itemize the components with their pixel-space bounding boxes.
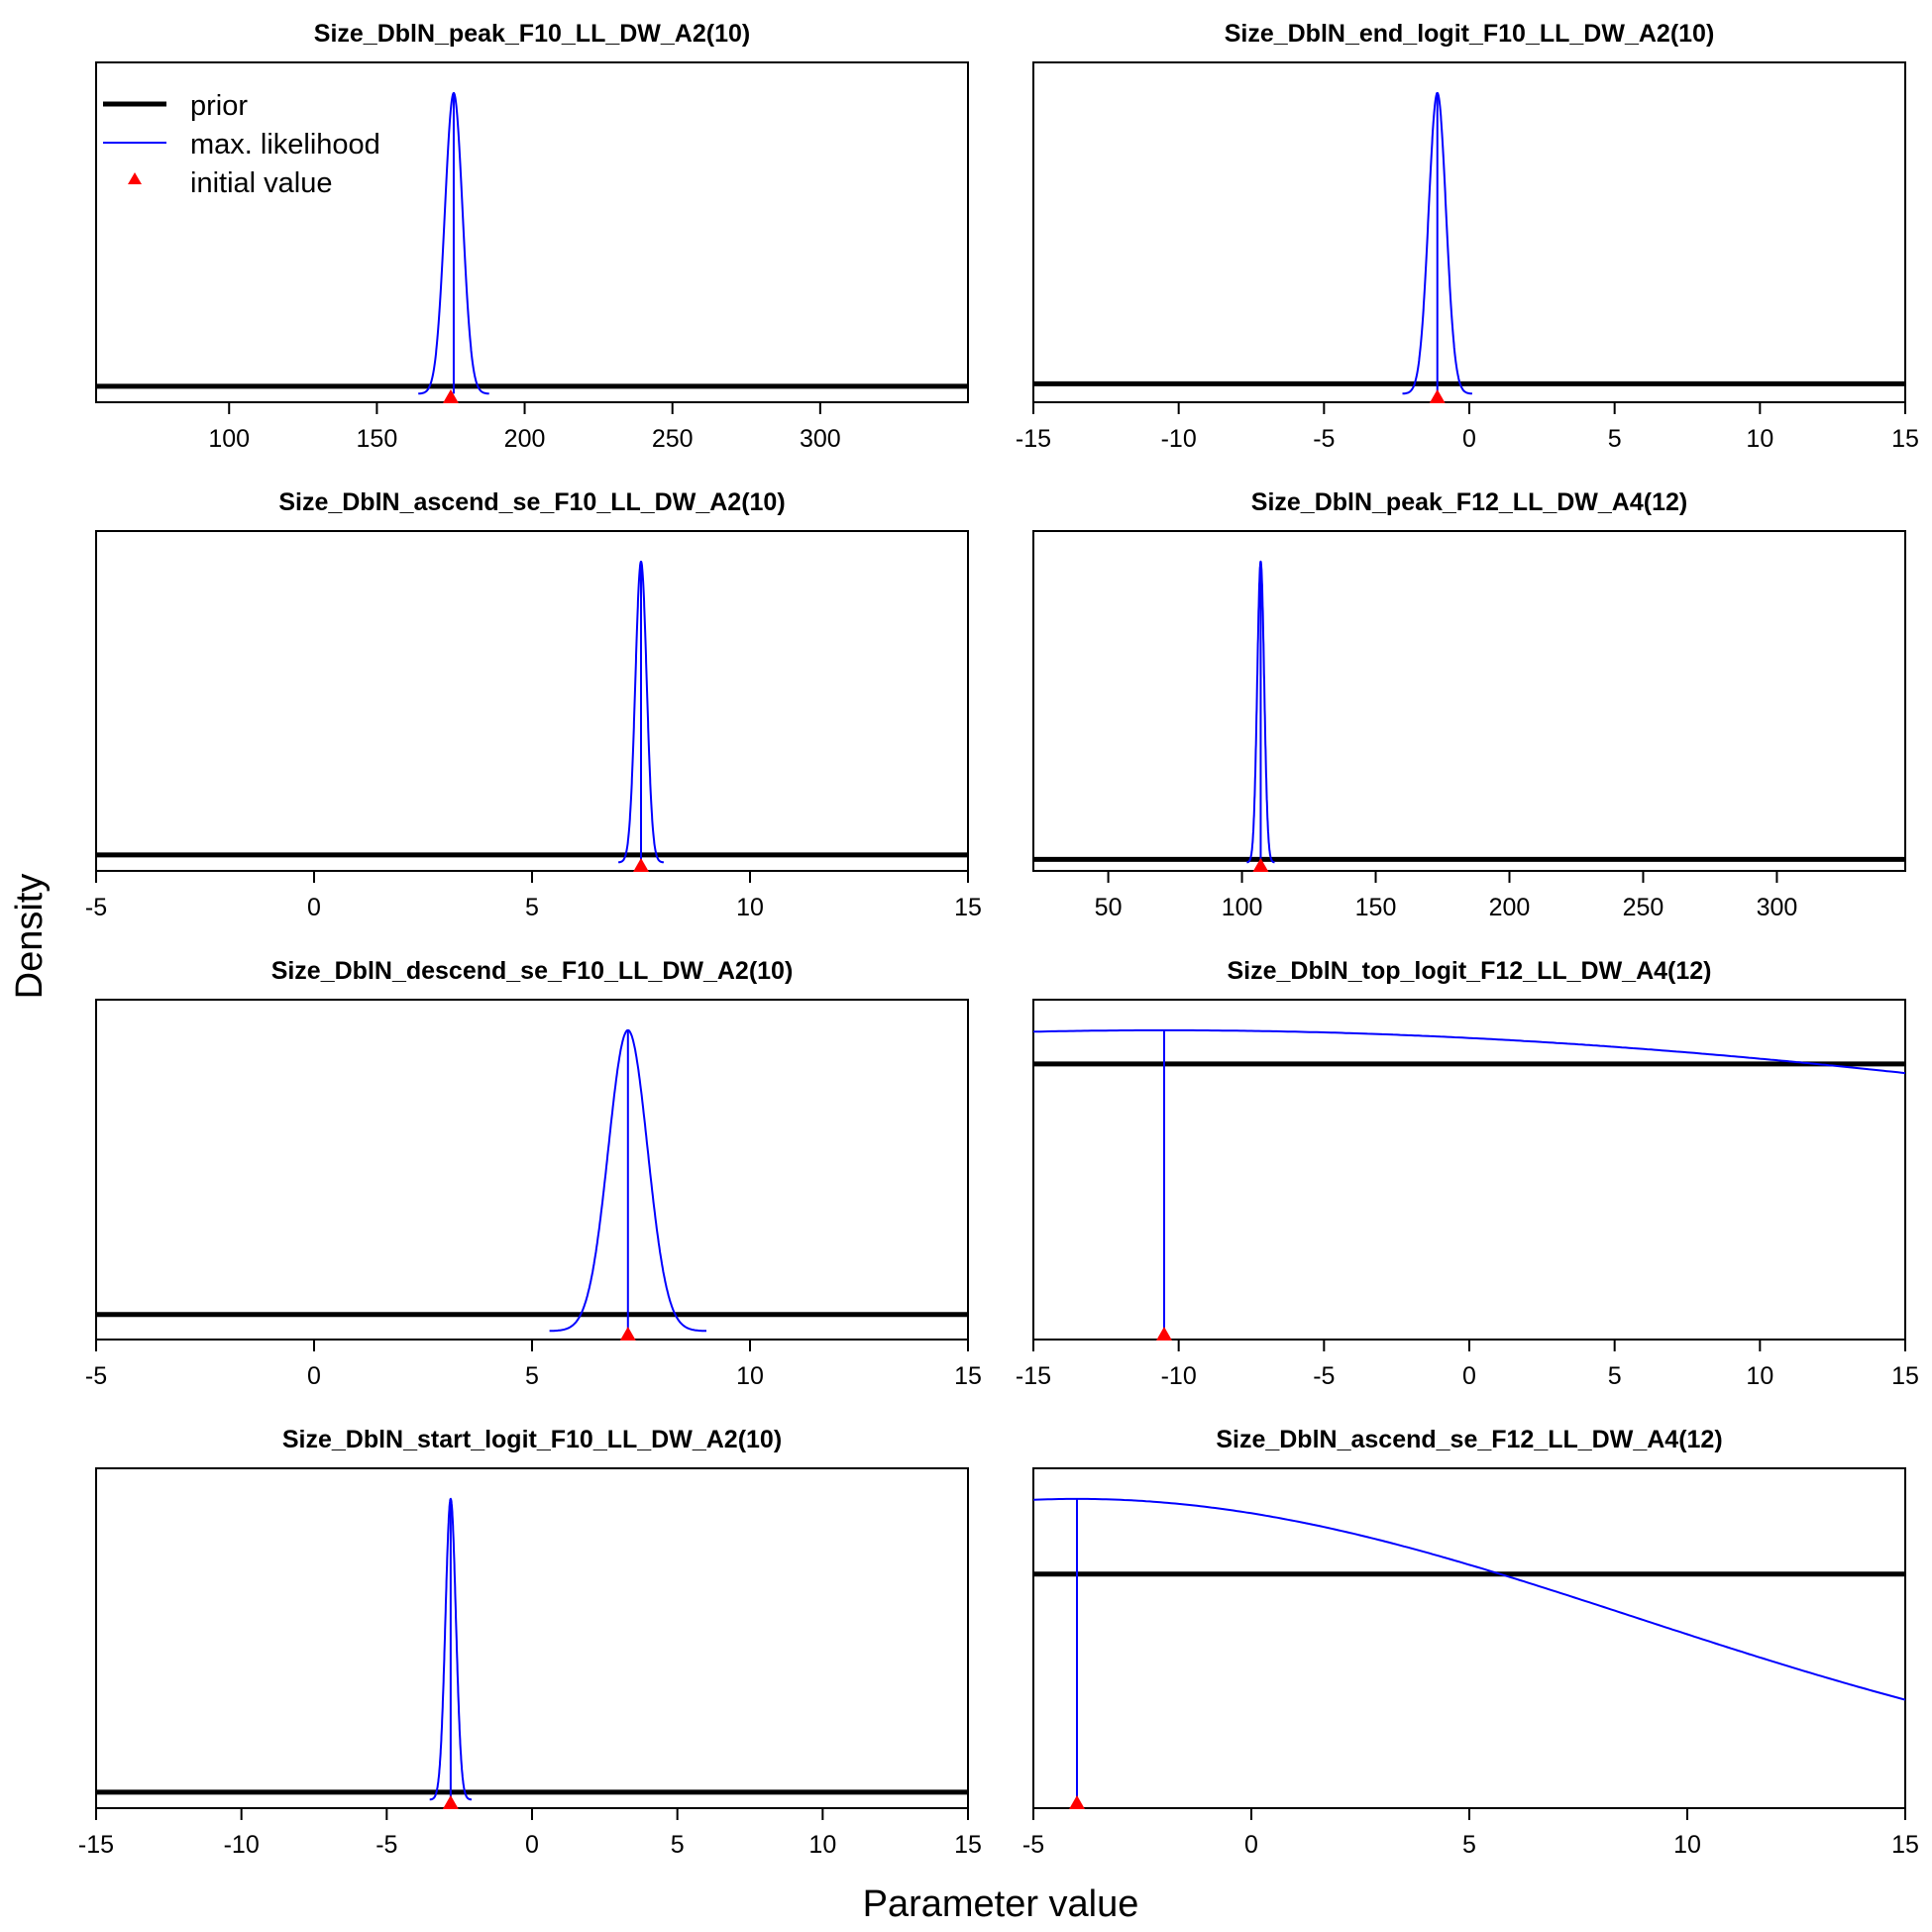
- x-tick-label: 0: [1244, 1831, 1258, 1859]
- panel-title: Size_DblN_ascend_se_F12_LL_DW_A4(12): [1216, 1426, 1722, 1453]
- x-tick-label: 50: [1095, 894, 1123, 921]
- x-tick-label: 15: [954, 1362, 982, 1390]
- panels-group: Size_DblN_peak_F10_LL_DW_A2(10)100 150 200…: [78, 20, 1919, 1859]
- y-axis-label: Density: [9, 874, 51, 1000]
- x-tick-label: 5: [1462, 1831, 1476, 1859]
- panel-5: Size_DblN_descend_se_F10_LL_DW_A2(10) -5 0…: [85, 957, 982, 1390]
- x-tick-label: 150: [1355, 894, 1397, 921]
- x-tick-label: -15: [78, 1831, 114, 1859]
- x-tick-label: 250: [1623, 894, 1664, 921]
- x-tick-label: 150: [357, 425, 398, 453]
- x-tick-label: -5: [376, 1831, 397, 1859]
- panel-2: Size_DblN_end_logit_F10_LL_DW_A2(10) -15 -…: [1016, 20, 1919, 453]
- x-tick-label: 0: [1462, 425, 1476, 453]
- initial-value-marker: [442, 1795, 459, 1809]
- x-tick-label: 300: [800, 425, 841, 453]
- panel-title: Size_DblN_end_logit_F10_LL_DW_A2(10): [1225, 20, 1715, 48]
- x-tick-label: -5: [85, 1362, 107, 1390]
- x-tick-label: -5: [85, 894, 107, 921]
- x-tick-label: 0: [307, 1362, 321, 1390]
- x-tick-label: 0: [307, 894, 321, 921]
- panel-3: Size_DblN_ascend_se_F10_LL_DW_A2(10) -5 0 5…: [85, 488, 982, 921]
- panel-title: Size_DblN_descend_se_F10_LL_DW_A2(10): [271, 957, 794, 985]
- x-tick-label: 200: [1489, 894, 1531, 921]
- x-tick-label: 0: [525, 1831, 539, 1859]
- plot-frame: [1032, 1467, 1906, 1809]
- x-tick-label: -5: [1313, 425, 1335, 453]
- initial-value-marker: [1069, 1795, 1085, 1809]
- panel-8: Size_DblN_ascend_se_F12_LL_DW_A4(12) -5 0 5…: [1022, 1426, 1919, 1859]
- initial-value-marker: [1252, 858, 1269, 872]
- x-tick-label: 15: [954, 1831, 982, 1859]
- x-tick-label: 0: [1462, 1362, 1476, 1390]
- x-tick-label: -15: [1016, 425, 1051, 453]
- x-tick-label: 5: [525, 894, 539, 921]
- x-tick-label: 15: [1891, 1831, 1919, 1859]
- initial-value-marker: [442, 389, 459, 403]
- x-tick-label: 15: [954, 894, 982, 921]
- panel-title: Size_DblN_peak_F10_LL_DW_A2(10): [314, 20, 750, 48]
- plot-frame: [95, 1467, 969, 1809]
- panel-title: Size_DblN_ascend_se_F10_LL_DW_A2(10): [278, 488, 785, 516]
- x-tick-label: 10: [1673, 1831, 1701, 1859]
- initial-value-marker: [633, 858, 649, 872]
- panel-1: Size_DblN_peak_F10_LL_DW_A2(10) 100 150 200…: [95, 20, 969, 453]
- x-tick-label: 15: [1891, 425, 1919, 453]
- x-tick-label: -10: [224, 1831, 260, 1859]
- x-tick-label: 100: [1222, 894, 1263, 921]
- panel-7: Size_DblN_start_logit_F10_LL_DW_A2(10) -1…: [78, 1426, 982, 1859]
- x-tick-label: 10: [1746, 1362, 1773, 1390]
- plot-frame: [1032, 530, 1906, 872]
- plot-frame: [95, 999, 969, 1341]
- x-tick-label: 5: [1608, 1362, 1622, 1390]
- x-tick-label: -10: [1161, 1362, 1197, 1390]
- plot-frame: [95, 530, 969, 872]
- panel-6: Size_DblN_top_logit_F12_LL_DW_A4(12) -15 -…: [1016, 957, 1919, 1390]
- x-tick-label: 300: [1757, 894, 1798, 921]
- x-tick-label: -10: [1161, 425, 1197, 453]
- x-tick-label: -5: [1022, 1831, 1044, 1859]
- x-tick-label: 250: [652, 425, 694, 453]
- initial-value-marker: [619, 1327, 636, 1341]
- legend-init-label: initial value: [190, 167, 332, 199]
- x-tick-label: 100: [208, 425, 250, 453]
- x-tick-label: 10: [808, 1831, 836, 1859]
- x-axis-label: Parameter value: [863, 1883, 1139, 1925]
- x-tick-label: 10: [736, 894, 764, 921]
- mle-curve: [1032, 1497, 1906, 1701]
- legend-mle-label: max. likelihood: [190, 129, 380, 161]
- x-tick-label: 200: [504, 425, 546, 453]
- initial-value-marker: [1429, 389, 1446, 403]
- mle-curve: [1032, 1028, 1906, 1075]
- panel-title: Size_DblN_start_logit_F10_LL_DW_A2(10): [282, 1426, 782, 1453]
- x-tick-label: 5: [671, 1831, 685, 1859]
- x-tick-label: -15: [1016, 1362, 1051, 1390]
- x-tick-label: 5: [525, 1362, 539, 1390]
- legend: prior max. likelihood initial value: [103, 90, 380, 199]
- x-tick-label: 5: [1608, 425, 1622, 453]
- x-tick-label: 15: [1891, 1362, 1919, 1390]
- x-tick-label: -5: [1313, 1362, 1335, 1390]
- x-tick-label: 10: [736, 1362, 764, 1390]
- plot-frame: [1032, 61, 1906, 403]
- legend-prior-label: prior: [190, 90, 248, 122]
- panel-4: Size_DblN_peak_F12_LL_DW_A4(12) 50 100 150 2…: [1032, 488, 1906, 921]
- initial-value-marker: [1156, 1327, 1172, 1341]
- panel-title: Size_DblN_top_logit_F12_LL_DW_A4(12): [1228, 957, 1712, 985]
- legend-init-marker: [128, 172, 142, 184]
- x-tick-label: 10: [1746, 425, 1773, 453]
- panel-title: Size_DblN_peak_F12_LL_DW_A4(12): [1251, 488, 1687, 516]
